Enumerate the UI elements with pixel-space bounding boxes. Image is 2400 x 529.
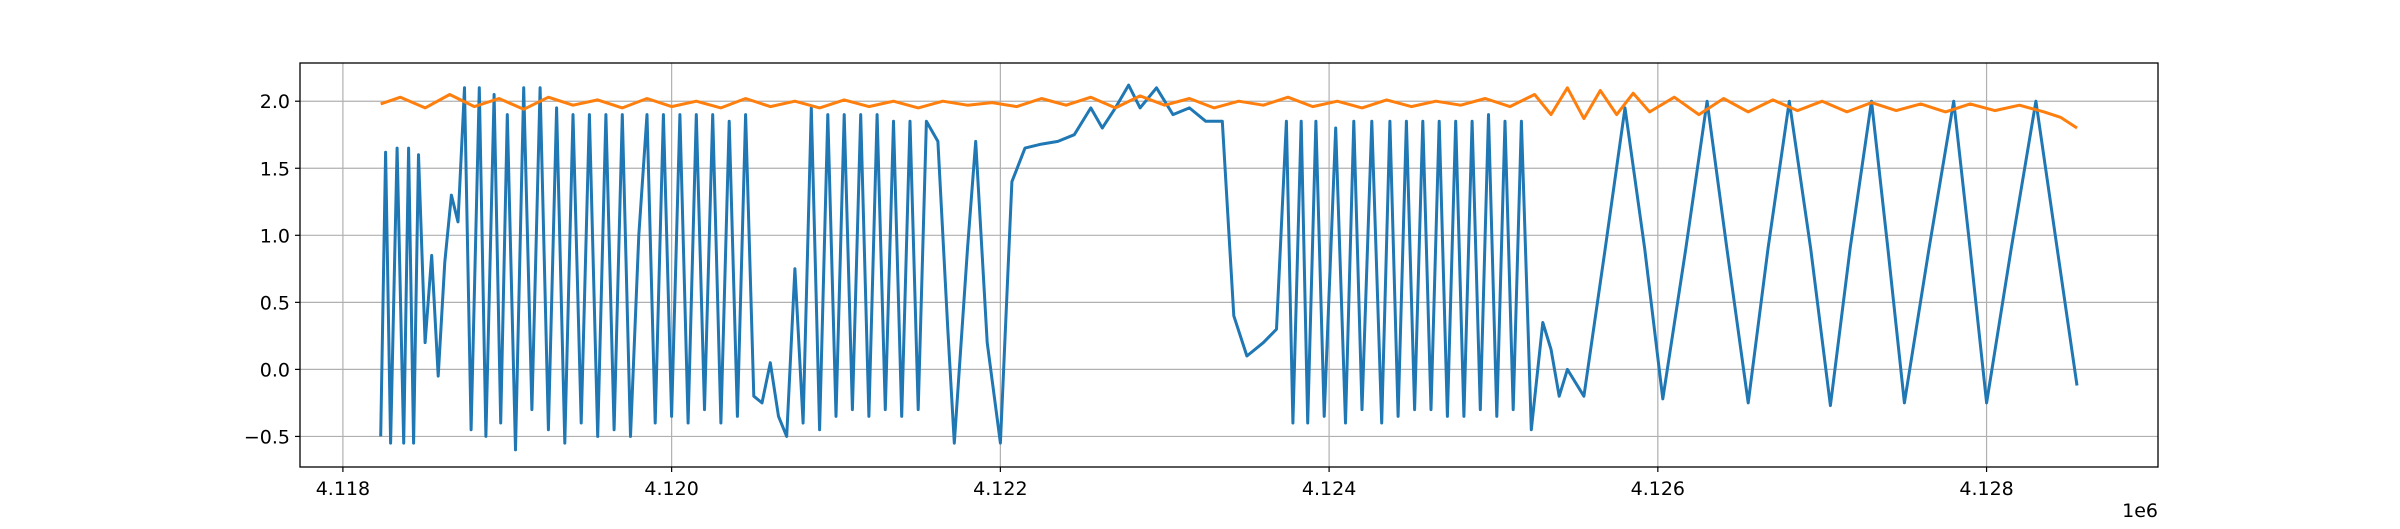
y-tick-label: 0.0	[260, 359, 290, 381]
x-tick-label: 4.126	[1631, 478, 1685, 500]
y-tick-label: 2.0	[260, 91, 290, 113]
ticks: 4.118 4.120 4.122 4.124 4.126 4.128 −0.5 0.0 0.5…	[244, 91, 2014, 500]
axes-frame	[299, 62, 2159, 468]
y-tick-label: −0.5	[244, 426, 290, 448]
x-tick-label: 4.118	[316, 478, 370, 500]
y-tick-label: 1.5	[260, 158, 290, 180]
x-tick-label: 4.128	[1959, 478, 2013, 500]
y-tick-label: 1.0	[260, 225, 290, 247]
plot-lines	[379, 83, 2079, 452]
grid	[300, 63, 2158, 467]
x-tick-label: 4.122	[973, 478, 1027, 500]
y-tick-label: 0.5	[260, 292, 290, 314]
x-tick-label: 4.120	[644, 478, 698, 500]
data-line	[379, 83, 2079, 452]
x-tick-label: 4.124	[1302, 478, 1356, 500]
x-offset-label: 1e6	[2122, 500, 2158, 522]
data-line	[380, 86, 2078, 130]
